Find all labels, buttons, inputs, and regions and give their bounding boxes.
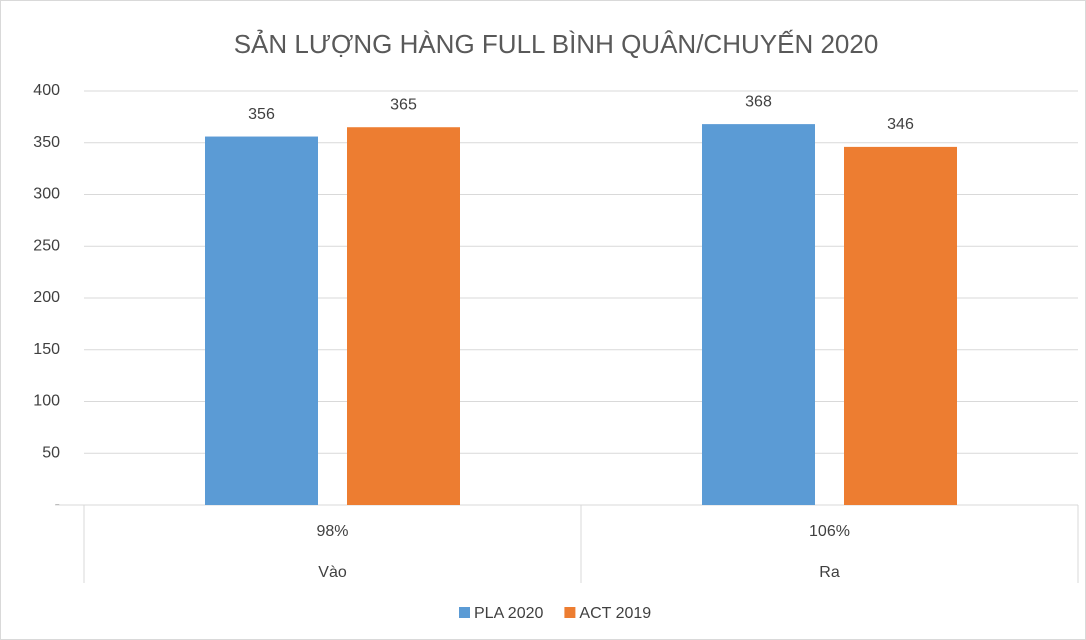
x-tick-label: Vào <box>318 564 347 581</box>
x-group-label: 98% <box>316 523 348 540</box>
legend-swatch <box>459 607 470 618</box>
data-label: 346 <box>887 116 914 133</box>
y-tick-label: 350 <box>33 134 60 151</box>
data-label: 356 <box>248 106 275 123</box>
y-tick-label: 250 <box>33 237 60 254</box>
y-tick-label: 200 <box>33 289 60 306</box>
y-tick-label: 100 <box>33 393 60 410</box>
legend-swatch <box>564 607 576 618</box>
x-group-label: 106% <box>809 523 850 540</box>
legend-label: ACT 2019 <box>579 605 651 622</box>
data-label: 368 <box>745 93 772 110</box>
y-tick-label: 300 <box>33 186 60 203</box>
bar <box>205 136 318 506</box>
y-tick-label: 400 <box>33 82 60 99</box>
bar <box>347 127 460 505</box>
chart-title: SẢN LƯỢNG HÀNG FULL BÌNH QUÂN/CHUYẾN 202… <box>234 29 879 59</box>
x-tick-label: Ra <box>819 564 840 581</box>
bar <box>702 124 815 506</box>
data-label: 365 <box>390 96 417 113</box>
y-tick-label: 50 <box>42 444 60 461</box>
y-tick-label: 150 <box>33 341 60 358</box>
bar <box>844 146 957 505</box>
legend-label: PLA 2020 <box>474 605 544 622</box>
